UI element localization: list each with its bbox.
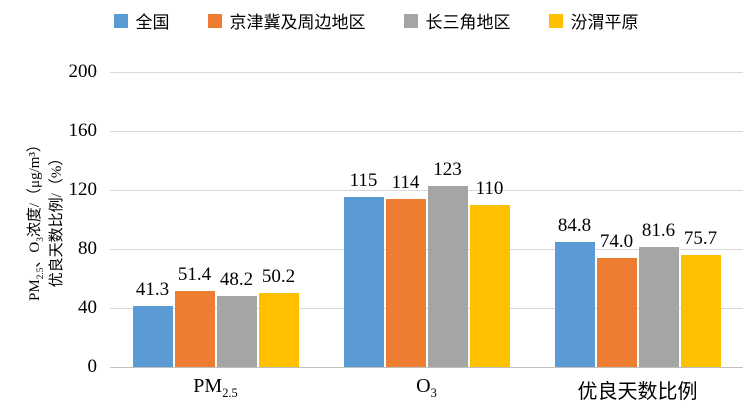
x-axis-category: 优良天数比例 [577,381,698,403]
x-axis-line [110,367,743,368]
bar [638,246,679,367]
plot-area: 41.3 51.4 48.2 50.2 115 114 123 110 84.8 74.0 81.6… [110,72,743,368]
legend-item: 长三角地区 [403,8,511,33]
y-axis-title-line: PM2.5、O3浓度/（μg/m³） [27,137,46,301]
bar-value-label: 51.4 [177,264,212,286]
bar-value-label: 74.0 [599,230,634,252]
y-axis-tick-label: 40 [78,297,97,318]
legend-swatch [548,13,563,28]
bar [596,257,637,367]
bar [174,291,215,367]
legend-swatch [113,13,128,28]
bar [343,197,384,367]
gridline [110,249,743,250]
bar-value-label: 41.3 [135,279,170,301]
bar [385,198,426,367]
legend-label: 全国 [135,13,170,32]
gridline [110,308,743,309]
gridline [110,131,743,132]
bar [554,241,595,367]
gridline [110,72,743,73]
x-axis-category: O3 [416,375,437,400]
bar-value-label: 114 [391,171,420,193]
x-axis-category: PM2.5 [193,375,238,400]
legend-item: 汾渭平原 [548,8,639,33]
bar-value-label: 110 [475,177,504,199]
y-axis-tick-label: 80 [78,238,97,259]
bar [258,292,299,367]
y-axis-tick-label: 160 [68,120,98,141]
bar-value-label: 84.8 [557,214,592,236]
legend-swatch [207,13,222,28]
bar-value-label: 48.2 [219,268,254,290]
bar [427,185,468,367]
gridline [110,190,743,191]
y-axis-title-line: 优良天数比例/（%） [49,150,65,288]
bar-value-label: 75.7 [683,228,718,250]
y-axis-tick-label: 120 [68,179,98,200]
legend-swatch [403,13,418,28]
legend-label: 京津冀及周边地区 [229,13,366,32]
legend: 全国 京津冀及周边地区 长三角地区 汾渭平原 [0,8,752,33]
legend-item: 京津冀及周边地区 [207,8,366,33]
bar [469,204,510,367]
y-axis-tick-label: 200 [68,61,98,82]
legend-label: 长三角地区 [425,13,511,32]
bar-value-label: 50.2 [261,265,296,287]
legend-item: 全国 [113,8,170,33]
bar [216,295,257,367]
bar-value-label: 81.6 [641,219,676,241]
bar-value-label: 123 [433,158,462,180]
bar [132,306,173,367]
bar [680,255,721,367]
y-axis-title: PM2.5、O3浓度/（μg/m³） 优良天数比例/（%） [24,59,70,379]
y-axis-tick-label: 0 [87,356,98,377]
legend-label: 汾渭平原 [570,13,639,32]
bar-value-label: 115 [349,170,378,192]
